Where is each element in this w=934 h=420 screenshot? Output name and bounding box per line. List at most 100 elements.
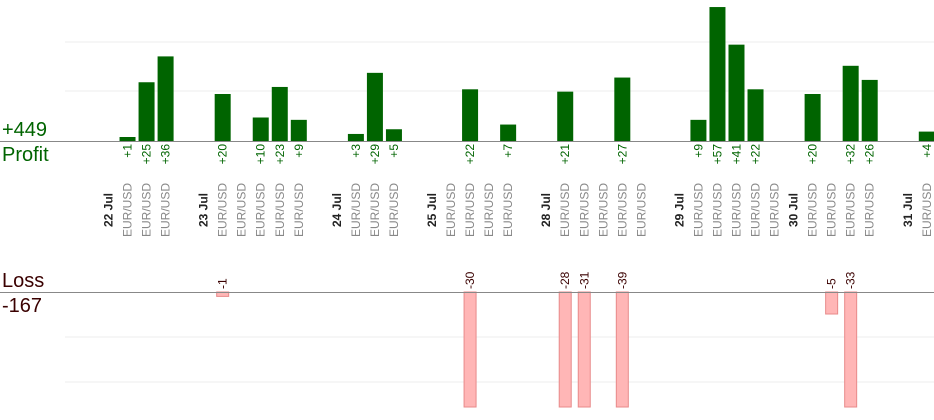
profit-value-label: +27 xyxy=(615,144,629,165)
profit-value-label: +1 xyxy=(121,144,135,158)
x-pair-label: EUR/USD xyxy=(749,183,763,237)
profit-bar xyxy=(804,94,821,141)
loss-total: -167 xyxy=(2,295,43,317)
x-pair-label: EUR/USD xyxy=(273,183,287,237)
profit-bar xyxy=(271,86,288,141)
profit-value-label: +20 xyxy=(216,144,230,165)
loss-bar xyxy=(577,291,591,408)
loss-bar xyxy=(558,291,572,408)
profit-bar xyxy=(119,137,136,141)
profit-value-label: +32 xyxy=(844,144,858,165)
profit-value-label: +36 xyxy=(159,144,173,165)
loss-value-label: -39 xyxy=(615,271,629,289)
profit-value-label: +10 xyxy=(254,144,268,165)
x-pair-label: EUR/USD xyxy=(349,183,363,237)
value-labels: +1 +25 +36 +20 +10 +23 +9 +3 +29 +5 +22 +7 +21 +27 +9 +… xyxy=(121,144,934,289)
x-pair-label: EUR/USD xyxy=(121,183,135,237)
loss-label: Loss xyxy=(2,270,45,292)
profit-total: +449 xyxy=(2,119,48,141)
loss-bar xyxy=(463,291,477,408)
profit-value-label: +25 xyxy=(140,144,154,165)
loss-value-label: -33 xyxy=(844,271,858,289)
baselines xyxy=(0,141,934,293)
x-pair-label: EUR/USD xyxy=(634,183,648,237)
x-pair-label: EUR/USD xyxy=(159,183,173,237)
profit-bar xyxy=(861,79,878,141)
profit-bar xyxy=(385,129,402,141)
profit-value-label: +7 xyxy=(501,144,515,158)
profit-bar xyxy=(138,82,155,141)
x-pair-label: EUR/USD xyxy=(920,183,934,237)
profit-bar xyxy=(366,72,383,141)
x-pair-label: EUR/USD xyxy=(292,183,306,237)
profit-value-label: +57 xyxy=(710,144,724,165)
x-date-label: 25 Jul xyxy=(425,193,439,227)
x-date-label: 22 Jul xyxy=(102,193,116,227)
x-date-label: 24 Jul xyxy=(330,193,344,227)
x-pair-label: EUR/USD xyxy=(596,183,610,237)
profit-value-label: +22 xyxy=(463,144,477,165)
x-date-label: 23 Jul xyxy=(197,193,211,227)
profit-bar xyxy=(462,89,479,141)
profit-value-label: +9 xyxy=(292,144,306,158)
x-pair-label: EUR/USD xyxy=(863,183,877,237)
profit-bar xyxy=(690,119,707,141)
x-pair-label: EUR/USD xyxy=(235,183,249,237)
profit-value-label: +21 xyxy=(558,144,572,165)
profit-value-label: +23 xyxy=(273,144,287,165)
x-pair-label: EUR/USD xyxy=(387,183,401,237)
loss-value-label: -5 xyxy=(825,278,839,289)
profit-bar xyxy=(252,117,269,141)
x-pair-label: EUR/USD xyxy=(615,183,629,237)
x-pair-label: EUR/USD xyxy=(482,183,496,237)
x-pair-label: EUR/USD xyxy=(254,183,268,237)
profit-value-label: +3 xyxy=(349,144,363,158)
profit-bar xyxy=(728,44,745,141)
x-pair-label: EUR/USD xyxy=(140,183,154,237)
x-pair-label: EUR/USD xyxy=(844,183,858,237)
x-pair-label: EUR/USD xyxy=(806,183,820,237)
profit-series xyxy=(119,7,934,141)
x-axis-labels: 22 Jul EUR/USD EUR/USD EUR/USD 23 Jul EUR/USD… xyxy=(102,183,934,237)
x-pair-label: EUR/USD xyxy=(825,183,839,237)
x-pair-label: EUR/USD xyxy=(558,183,572,237)
profit-bar xyxy=(157,56,174,141)
x-pair-label: EUR/USD xyxy=(216,183,230,237)
x-pair-label: EUR/USD xyxy=(729,183,743,237)
x-pair-label: EUR/USD xyxy=(691,183,705,237)
loss-bar xyxy=(615,291,629,408)
profit-value-label: +29 xyxy=(368,144,382,165)
profit-label: Profit xyxy=(2,144,49,166)
profit-value-label: +5 xyxy=(387,144,401,158)
loss-value-label: -1 xyxy=(216,278,230,289)
x-pair-label: EUR/USD xyxy=(577,183,591,237)
profit-bar xyxy=(500,124,517,141)
profit-value-label: +20 xyxy=(806,144,820,165)
loss-value-label: -31 xyxy=(577,271,591,289)
x-date-label: 29 Jul xyxy=(672,193,686,227)
loss-value-label: -28 xyxy=(558,271,572,289)
profit-value-label: +41 xyxy=(729,144,743,165)
profit-bar xyxy=(709,7,726,141)
profit-bar xyxy=(842,65,859,141)
x-date-label: 28 Jul xyxy=(539,193,553,227)
profit-value-label: +26 xyxy=(863,144,877,165)
loss-series xyxy=(216,291,858,408)
profit-value-label: +4 xyxy=(920,144,934,158)
profit-bar xyxy=(557,91,574,141)
profit-bar xyxy=(347,133,364,141)
loss-bar xyxy=(844,291,858,408)
profit-bar xyxy=(918,131,934,141)
x-pair-label: EUR/USD xyxy=(463,183,477,237)
loss-bar xyxy=(825,291,839,315)
x-pair-label: EUR/USD xyxy=(768,183,782,237)
gridlines xyxy=(65,41,934,383)
profit-bar xyxy=(290,119,307,141)
x-pair-label: EUR/USD xyxy=(444,183,458,237)
x-pair-label: EUR/USD xyxy=(368,183,382,237)
x-pair-label: EUR/USD xyxy=(501,183,515,237)
loss-value-label: -30 xyxy=(463,271,477,289)
profit-value-label: +22 xyxy=(749,144,763,165)
x-date-label: 31 Jul xyxy=(901,193,915,227)
